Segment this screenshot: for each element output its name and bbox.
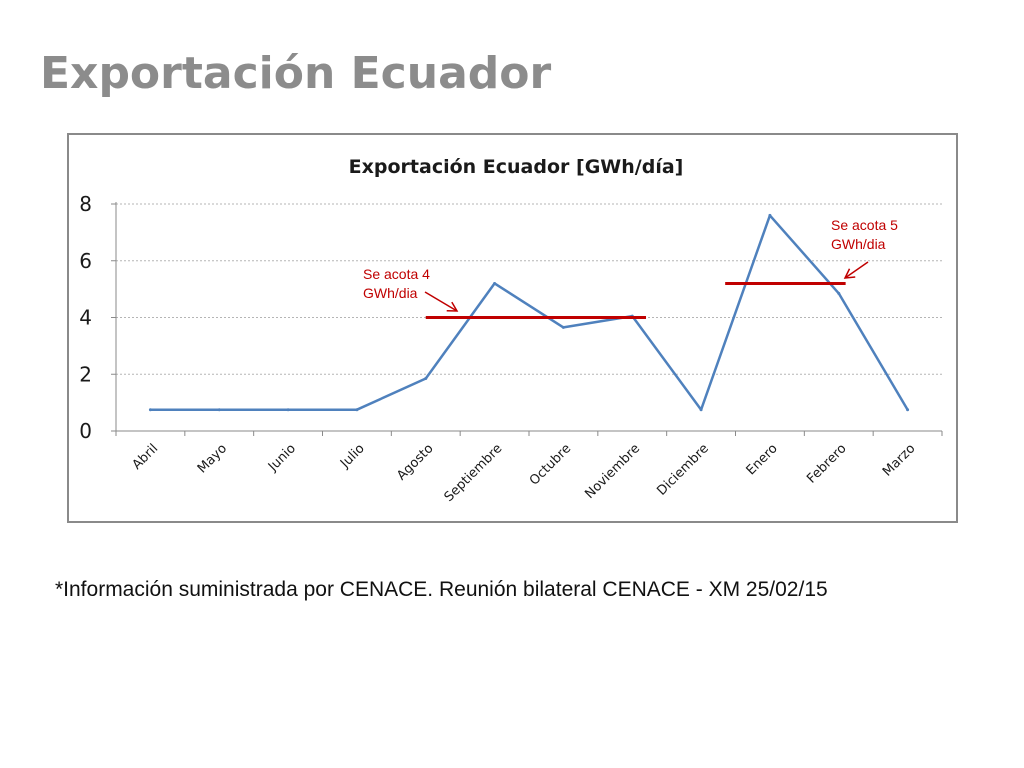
data-point [217, 408, 221, 412]
annotation-layer: Se acota 4 GWh/dia Se acota 5 GWh/dia [363, 217, 898, 312]
data-point [561, 325, 565, 329]
data-point [424, 377, 428, 381]
annotation-arrow [424, 291, 458, 312]
y-tick-label: 8 [79, 192, 92, 216]
x-tick-label: Septiembre [442, 441, 506, 505]
annotation-arrowhead [446, 301, 459, 312]
series-layer [148, 213, 910, 412]
axes [111, 202, 943, 436]
x-tick-label: Enero [744, 441, 781, 478]
x-tick-label: Noviembre [582, 441, 643, 502]
x-tick-label: Abril [130, 441, 162, 473]
threshold-layer [425, 281, 846, 319]
x-tick-labels: Abril Mayo Junio Julio Agosto Septiembre Octub… [130, 441, 919, 505]
data-point [906, 408, 910, 412]
data-point [286, 408, 290, 412]
threshold-label: GWh/dia [363, 285, 418, 301]
chart-title: Exportación Ecuador [GWh/día] [349, 156, 684, 178]
x-tick-label: Julio [337, 441, 368, 472]
annotation-arrow [844, 261, 869, 279]
threshold-label: Se acota 5 [831, 217, 898, 233]
gridlines [116, 203, 942, 375]
y-tick-label: 2 [79, 362, 92, 386]
slide-title: Exportación Ecuador [40, 48, 552, 99]
chart-svg: Exportación Ecuador [GWh/día] 0 2 4 6 8 Abri… [79, 156, 943, 505]
y-tick-labels: 0 2 4 6 8 [79, 192, 92, 443]
x-tick-label: Marzo [880, 441, 918, 479]
y-tick-label: 6 [79, 249, 92, 273]
x-tick-label: Agosto [394, 441, 436, 483]
data-point [493, 281, 497, 285]
data-point [768, 213, 772, 217]
chart-frame: Exportación Ecuador [GWh/día] 0 2 4 6 8 Abri… [67, 133, 958, 523]
threshold-label: Se acota 4 [363, 266, 430, 282]
data-point [699, 408, 703, 412]
threshold-label: GWh/dia [831, 236, 886, 252]
data-point [837, 291, 841, 295]
x-tick-label: Mayo [195, 441, 230, 476]
y-tick-label: 0 [79, 419, 92, 443]
x-tick-label: Diciembre [654, 441, 712, 499]
x-tick-label: Febrero [804, 441, 849, 486]
footnote: *Información suministrada por CENACE. Re… [55, 578, 828, 601]
series-line [150, 214, 909, 411]
annotation-arrowhead [843, 268, 856, 279]
x-tick-label: Junio [265, 441, 299, 475]
data-point [355, 408, 359, 412]
data-point [148, 408, 152, 412]
y-tick-label: 4 [79, 306, 92, 330]
x-tick-label: Octubre [527, 441, 574, 488]
